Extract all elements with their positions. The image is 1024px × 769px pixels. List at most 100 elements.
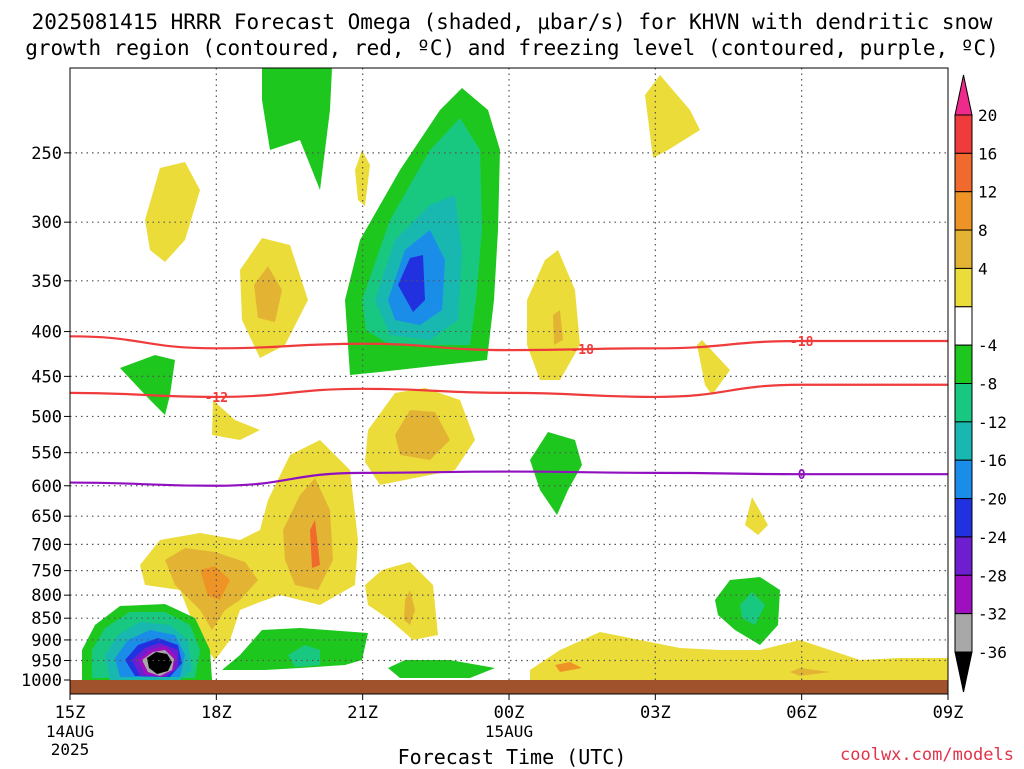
x-tick-label: 09Z (933, 703, 964, 723)
colorbar-swatch (954, 344, 973, 384)
chart-title-line-2: growth region (contoured, red, ºC) and f… (25, 36, 999, 60)
omega-shade-region (147, 652, 172, 674)
x-tick-sublabel: 14AUG (46, 722, 94, 741)
omega-shade-region (745, 497, 768, 535)
credit-link[interactable]: coolwx.com/models (840, 745, 1014, 765)
omega-shade-region (697, 340, 730, 395)
colorbar-label: 12 (978, 183, 997, 202)
chart-title-line-1: 2025081415 HRRR Forecast Omega (shaded, … (31, 10, 993, 34)
y-tick-label: 650 (31, 507, 62, 527)
omega-shade-region (120, 355, 175, 415)
omega-shade-region (288, 645, 320, 667)
y-tick-label: 700 (31, 535, 62, 555)
y-tick-label: 300 (31, 213, 62, 233)
omega-shade-region (365, 562, 438, 640)
omega-shade-region (200, 566, 230, 600)
colorbar-label: -32 (978, 605, 1007, 624)
colorbar-label: -28 (978, 566, 1007, 585)
y-tick-label: 550 (31, 444, 62, 464)
y-tick-label: 800 (31, 586, 62, 606)
colorbar-swatch (954, 229, 973, 269)
colorbar-swatch (954, 306, 973, 346)
colorbar-label: -36 (978, 643, 1007, 662)
omega-shade-region (645, 75, 700, 158)
colorbar-swatch (954, 574, 973, 615)
colorbar-swatch (954, 267, 973, 308)
omega-shade-region (530, 432, 582, 515)
contour-dendritic-line (69, 383, 948, 399)
x-tick-label: 03Z (640, 703, 671, 723)
omega-shade-region (553, 310, 563, 345)
y-tick-label: 1000 (21, 671, 62, 691)
y-tick-label: 850 (31, 609, 62, 629)
x-tick-label: 18Z (201, 703, 232, 723)
x-tick-sublabel: 2025 (51, 740, 90, 759)
colorbar-swatch (954, 536, 973, 576)
y-tick-label: 500 (31, 407, 62, 427)
colorbar-top-arrow (954, 74, 973, 116)
omega-shade-region (790, 668, 830, 676)
colorbar-label: 4 (978, 259, 988, 278)
y-tick-label: 600 (31, 477, 62, 497)
omega-shade-region (145, 162, 200, 262)
colorbar-swatch (954, 114, 973, 154)
x-tick-label: 06Z (786, 703, 817, 723)
colorbar-swatch (954, 191, 973, 231)
contour-dendritic-line (69, 335, 948, 352)
colorbar-label: -4 (978, 336, 997, 355)
x-tick-label: 00Z (494, 703, 525, 723)
colorbar-swatch (954, 498, 973, 538)
omega-colorbar: 20 16 12 8 4 -4 -8 -12 -16 -20 -24 -28 -32 -36 (954, 74, 1007, 693)
y-tick-label: 400 (31, 323, 62, 343)
omega-shading (82, 68, 948, 680)
omega-shade-region (404, 590, 415, 625)
x-tick-label: 21Z (347, 703, 378, 723)
y-tick-label: 900 (31, 631, 62, 651)
colorbar-swatch (954, 152, 973, 193)
contour-label: -18 (790, 335, 814, 350)
colorbar-label: -20 (978, 490, 1007, 509)
omega-shade-region (555, 662, 582, 672)
colorbar-label: 8 (978, 221, 988, 240)
contour-label: 0 (798, 468, 806, 483)
colorbar-label: 16 (978, 144, 997, 163)
y-tick-label: 750 (31, 562, 62, 582)
colorbar-label: 20 (978, 106, 997, 125)
temperature-contours: -18 -18 -12 0 (69, 335, 948, 487)
colorbar-swatch (954, 459, 973, 500)
x-tick-sublabel: 15AUG (485, 722, 533, 741)
omega-shade-region (740, 592, 765, 625)
omega-shade-region (212, 400, 260, 440)
colorbar-label: -16 (978, 451, 1007, 470)
contour-label: -18 (570, 343, 594, 358)
omega-shade-region (398, 255, 425, 312)
y-tick-label: 450 (31, 367, 62, 387)
y-tick-label: 950 (31, 651, 62, 671)
colorbar-bottom-arrow (954, 651, 973, 693)
colorbar-swatch (954, 383, 973, 423)
omega-shade-region (222, 628, 368, 670)
omega-shade-region (395, 410, 450, 460)
omega-shade-region (254, 266, 282, 322)
x-tick-label: 15Z (55, 703, 86, 723)
contour-label: -12 (205, 391, 228, 406)
colorbar-label: -24 (978, 528, 1007, 547)
contour-freezing-line (69, 470, 948, 487)
omega-shade-region (283, 478, 333, 590)
colorbar-label: -12 (978, 413, 1007, 432)
chart-grid (69, 68, 949, 694)
colorbar-label: -8 (978, 375, 997, 394)
ground-surface (70, 680, 948, 694)
omega-shade-region (310, 520, 320, 568)
omega-shade-region (530, 632, 948, 680)
colorbar-swatch (954, 421, 973, 461)
y-tick-label: 250 (31, 144, 62, 164)
y-axis: 2503003504004505005506006507007508008509… (21, 144, 70, 691)
omega-shade-region (262, 68, 332, 190)
omega-shade-region (388, 660, 495, 678)
y-tick-label: 350 (31, 272, 62, 292)
colorbar-swatch (954, 613, 973, 653)
x-axis-title: Forecast Time (UTC) (397, 745, 627, 769)
